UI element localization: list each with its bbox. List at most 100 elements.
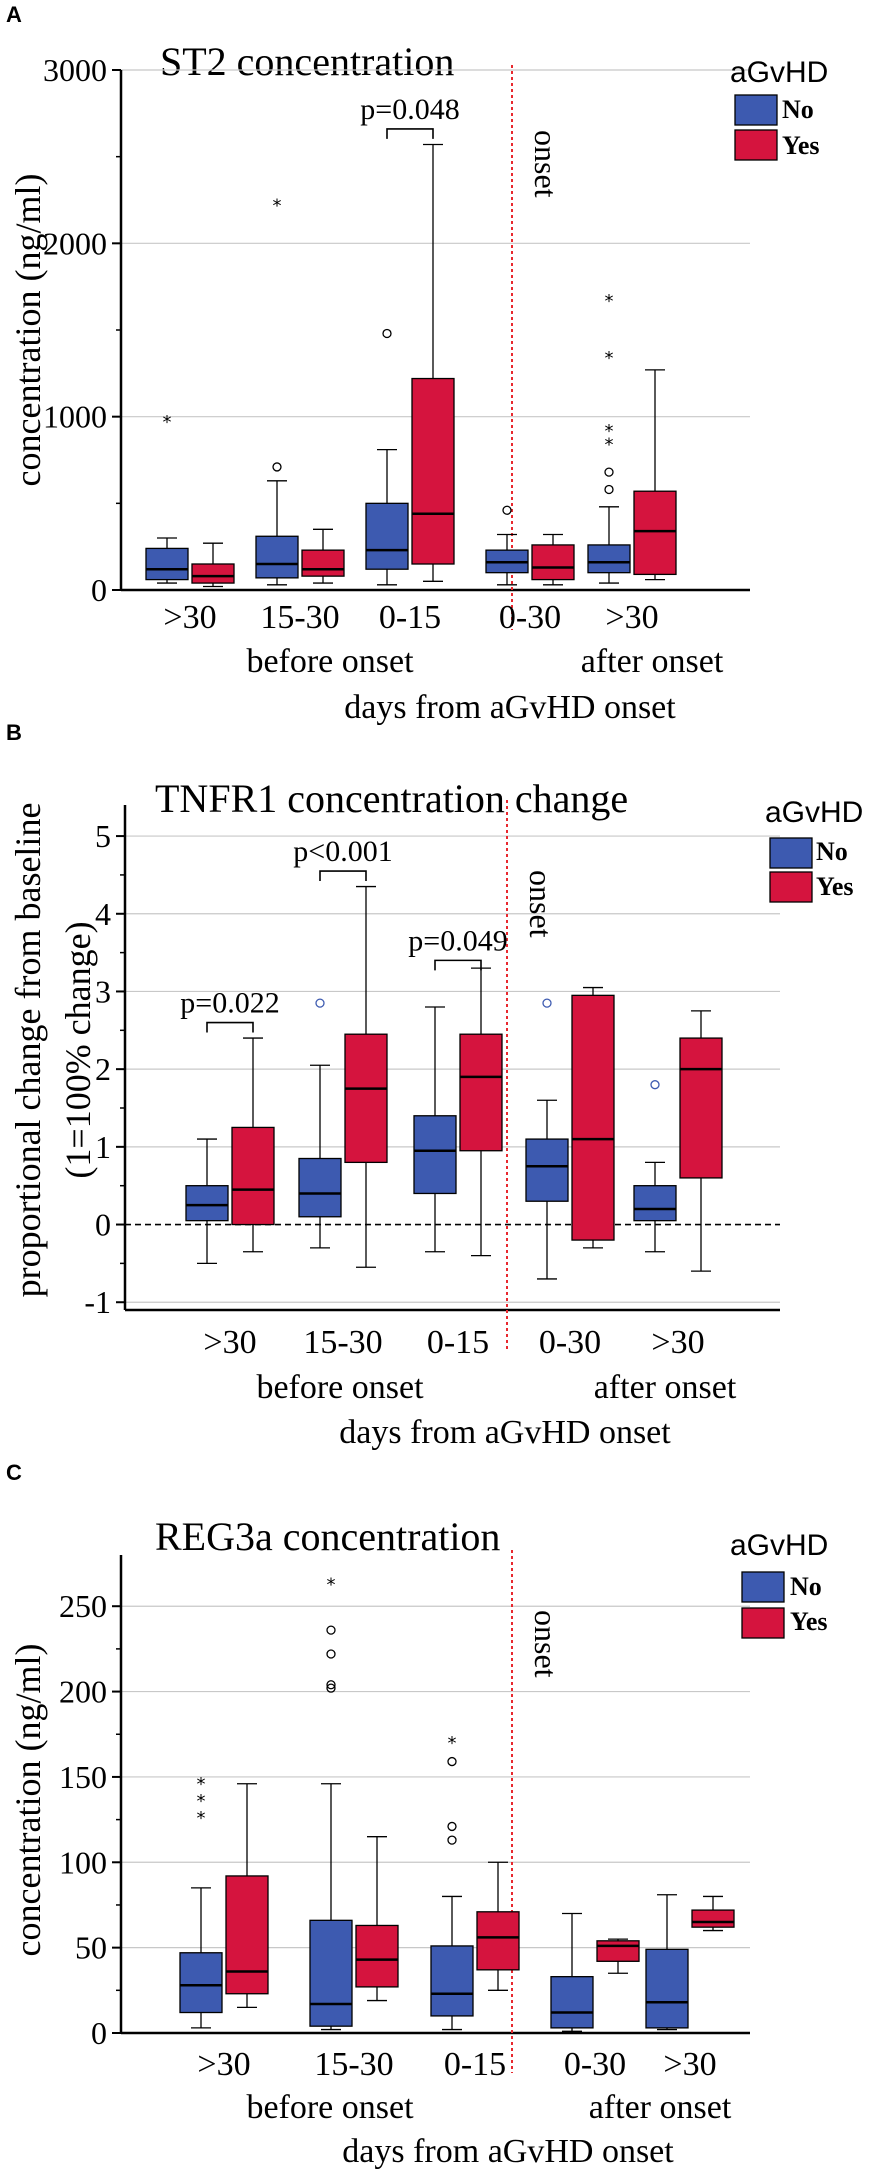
box-iqr xyxy=(225,1875,269,1995)
y-tick-label: -1 xyxy=(84,1284,111,1320)
y-tick-label: 0 xyxy=(91,572,107,608)
legend-swatch-yes xyxy=(741,1607,785,1639)
y-tick-label: 0 xyxy=(95,1207,111,1243)
y-tick-label: 3000 xyxy=(43,52,107,88)
box-iqr xyxy=(550,1976,594,2029)
group-label-before: before onset xyxy=(246,2089,414,2126)
x-axis-label: days from aGvHD onset xyxy=(344,689,676,726)
pvalue-annotation: p=0.022 xyxy=(180,987,280,1033)
box-iqr xyxy=(231,1126,275,1226)
box-no-0: *** xyxy=(179,1774,223,2029)
x-tick-label: >30 xyxy=(663,2046,716,2083)
legend-label-no: No xyxy=(790,1572,822,1601)
pvalue-bracket xyxy=(206,1021,254,1033)
box-yes-3 xyxy=(571,986,615,1249)
outlier-point xyxy=(382,328,392,339)
chart-title: REG3a concentration xyxy=(155,1514,500,1559)
box-iqr xyxy=(430,1945,474,2017)
legend-swatch-yes xyxy=(769,871,813,903)
y-tick-label: 5 xyxy=(95,818,111,854)
extreme-point: * xyxy=(605,421,614,442)
y-axis-label: proportional change from baseline xyxy=(8,803,48,1298)
outlier-point xyxy=(604,484,614,495)
outlier-point xyxy=(447,1821,457,1832)
y-tick-label: 3 xyxy=(95,973,111,1009)
x-tick-label: 15-30 xyxy=(314,2046,393,2083)
box-yes-0 xyxy=(225,1783,269,2009)
box-no-4 xyxy=(645,1894,689,2031)
box-yes-2 xyxy=(459,967,503,1257)
box-no-0 xyxy=(185,1138,229,1265)
extreme-point: * xyxy=(197,1808,206,1829)
box-no-4: **** xyxy=(587,291,631,584)
pvalue-bracket xyxy=(434,959,482,971)
outlier-point xyxy=(604,467,614,477)
box-yes-2 xyxy=(476,1861,520,1991)
x-tick-label: 15-30 xyxy=(303,1324,382,1361)
y-tick-label: 2000 xyxy=(43,225,107,261)
x-tick-label: 0-15 xyxy=(427,1324,489,1361)
legend-swatch-yes xyxy=(734,129,778,161)
group-label-before: before onset xyxy=(246,643,414,680)
box-yes-0 xyxy=(231,1037,275,1253)
legend-label-yes: Yes xyxy=(790,1607,828,1636)
outlier-point xyxy=(447,1835,457,1845)
x-tick-label: >30 xyxy=(197,2046,250,2083)
x-tick-label: 0-15 xyxy=(379,599,441,636)
legend-label-yes: Yes xyxy=(782,131,820,160)
chart-title: ST2 concentration xyxy=(160,39,454,84)
pvalue-label: p<0.001 xyxy=(293,835,392,868)
onset-label: onset xyxy=(528,130,564,198)
legend-swatch-no xyxy=(741,1571,785,1603)
x-tick-label: >30 xyxy=(203,1324,256,1361)
panel-letter: C xyxy=(6,1460,22,1485)
box-no-1 xyxy=(298,998,342,1249)
outlier-point xyxy=(272,462,282,472)
box-iqr xyxy=(633,1185,677,1222)
box-no-4 xyxy=(633,1080,677,1253)
chart-panel-c: C REG3a concentration 0 50 100 150 200 250 conce… xyxy=(6,1460,828,2170)
x-tick-label: 0-15 xyxy=(444,2046,506,2083)
box-no-0: * xyxy=(145,412,189,584)
legend: aGvHD No Yes xyxy=(730,1529,828,1639)
box-no-2 xyxy=(413,1006,457,1253)
legend-title: aGvHD xyxy=(730,56,828,89)
y-axis-label: concentration (ng/ml) xyxy=(8,1644,48,1957)
y-tick-label: 1000 xyxy=(43,399,107,435)
box-iqr xyxy=(459,1033,503,1152)
outlier-point xyxy=(447,1756,457,1767)
y-tick-label: 2 xyxy=(95,1051,111,1087)
extreme-point: * xyxy=(163,412,172,433)
outlier-point xyxy=(326,1683,336,1693)
box-yes-4 xyxy=(633,369,677,581)
group-label-after: after onset xyxy=(594,1369,737,1406)
pvalue-bracket xyxy=(319,870,367,882)
box-yes-1 xyxy=(301,528,345,584)
pvalue-annotation: p=0.049 xyxy=(408,924,508,971)
y-tick-label: 100 xyxy=(59,1844,107,1880)
box-iqr xyxy=(344,1033,388,1164)
box-iqr xyxy=(298,1157,342,1218)
box-no-3 xyxy=(525,998,569,1280)
legend-swatch-no xyxy=(734,94,778,126)
box-no-3 xyxy=(485,505,529,586)
box-iqr xyxy=(587,544,631,574)
box-yes-0 xyxy=(191,542,235,588)
group-label-before: before onset xyxy=(256,1369,424,1406)
extreme-point: * xyxy=(605,435,614,456)
panel-letter: B xyxy=(6,720,22,745)
box-yes-1 xyxy=(344,885,388,1268)
box-yes-1 xyxy=(355,1836,399,2002)
pvalue-annotation: p=0.048 xyxy=(360,93,460,139)
box-no-2 xyxy=(365,328,409,586)
box-iqr xyxy=(679,1037,723,1179)
chart-panel-b: B TNFR1 concentration change -1 0 1 2 3 4 5 propo… xyxy=(6,720,863,1451)
box-no-3 xyxy=(550,1912,594,2032)
y-tick-label: 200 xyxy=(59,1674,107,1710)
legend-label-no: No xyxy=(782,95,814,124)
box-iqr xyxy=(185,1185,229,1222)
legend: aGvHD No Yes xyxy=(730,56,828,161)
legend-label-yes: Yes xyxy=(816,872,854,901)
x-axis-label: days from aGvHD onset xyxy=(342,2133,674,2170)
